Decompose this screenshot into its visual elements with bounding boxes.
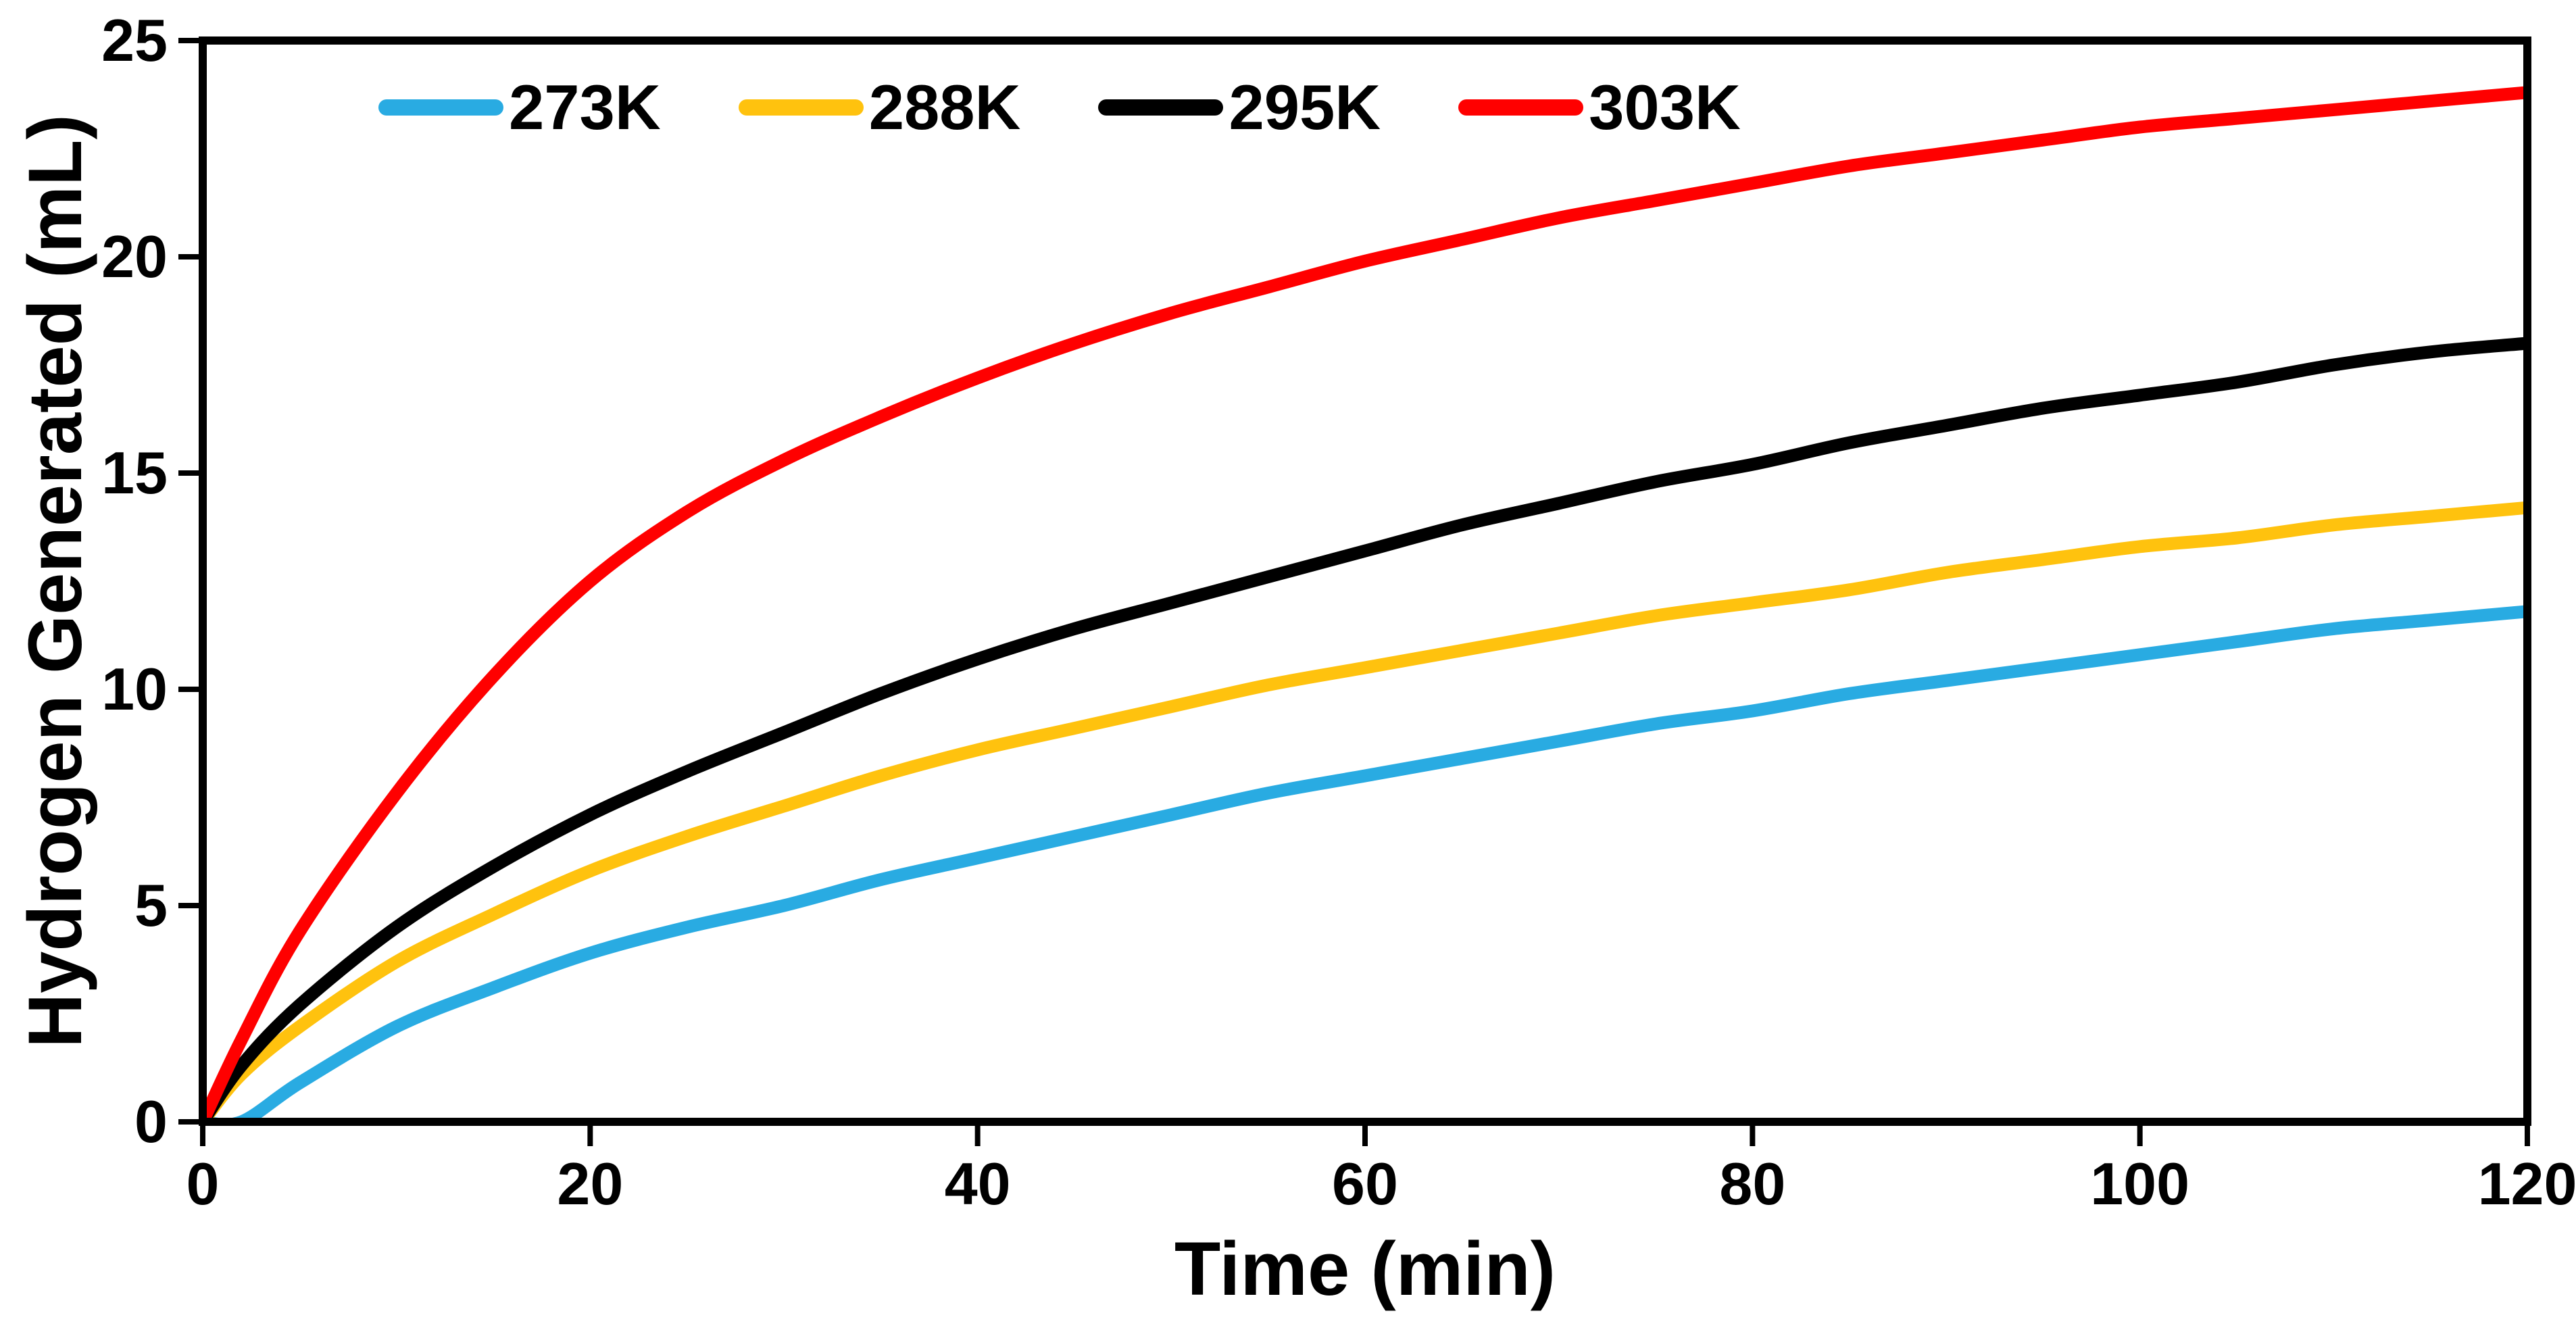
legend-swatch-273K [378, 99, 503, 116]
legend-label-288K: 288K [868, 72, 1021, 143]
plot-border [199, 36, 2531, 1126]
series-line-295K [200, 337, 2530, 1125]
x-axis-title: Time (min) [1174, 1227, 1556, 1311]
y-tick-label: 0 [134, 1088, 168, 1155]
x-tick-label: 20 [557, 1150, 624, 1217]
x-tick-label: 80 [1719, 1150, 1786, 1217]
legend-item-295K: 295K [1098, 76, 1381, 139]
y-tick-label: 5 [134, 872, 168, 939]
x-tick-label: 60 [1332, 1150, 1398, 1217]
legend: 273K 288K 295K 303K [378, 76, 1741, 139]
x-tick-label: 100 [2090, 1150, 2190, 1217]
legend-item-303K: 303K [1458, 76, 1741, 139]
legend-swatch-295K [1098, 99, 1224, 116]
legend-item-273K: 273K [378, 76, 661, 139]
legend-label-273K: 273K [509, 72, 661, 143]
x-tick-label: 120 [2477, 1150, 2576, 1217]
legend-label-303K: 303K [1589, 72, 1741, 143]
y-axis-title: Hydrogen Generated (mL) [13, 114, 97, 1048]
x-tick-label: 0 [186, 1150, 220, 1217]
y-tick-label: 25 [101, 7, 168, 74]
legend-label-295K: 295K [1229, 72, 1381, 143]
y-tick-label: 15 [101, 439, 168, 506]
series-line-288K [200, 501, 2530, 1125]
series-line-273K [200, 605, 2530, 1125]
legend-swatch-303K [1458, 99, 1584, 116]
legend-item-288K: 288K [738, 72, 1021, 143]
x-tick-label: 40 [944, 1150, 1011, 1217]
y-tick-label: 20 [101, 223, 168, 290]
y-tick-label: 10 [101, 656, 168, 722]
legend-swatch-288K [738, 99, 864, 116]
series-line-303K [200, 86, 2530, 1125]
